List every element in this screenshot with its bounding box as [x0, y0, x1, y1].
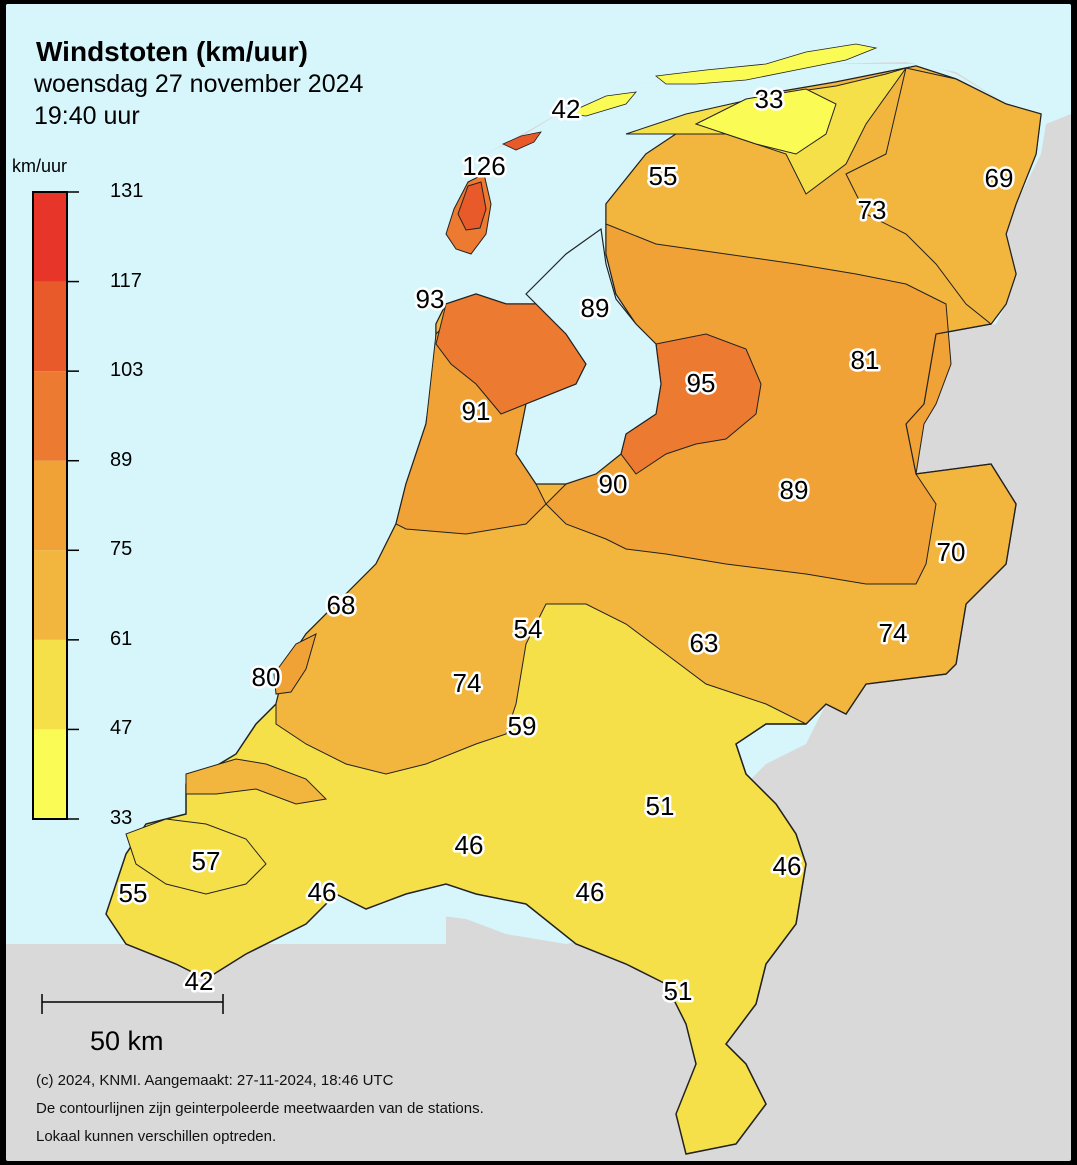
legend-swatch [33, 460, 67, 551]
legend-swatch [33, 639, 67, 730]
scale-bar [41, 994, 224, 1014]
station-value-ell: 51 [664, 976, 693, 1006]
station-value-berkhout: 91 [462, 396, 491, 426]
station-value-hupsel: 74 [879, 618, 908, 648]
station-value-westdorpe: 42 [185, 966, 214, 996]
legend-swatch [33, 281, 67, 372]
legend-frame [32, 191, 68, 820]
legend-tick-label: 131 [110, 180, 144, 202]
ijsselmeer [515, 227, 662, 485]
station-value-vlissingen-zeeland: 57 [192, 846, 221, 876]
station-value-delfzijl: 69 [985, 163, 1014, 193]
zone-103-117-texel [457, 181, 487, 231]
station-values: 42 33 126 55 69 73 93 89 81 95 91 90 89 70 68 54 63 74 80 7… [116, 81, 1016, 1008]
station-value-herwijnen: 59 [508, 711, 537, 741]
station-value-westkapelle: 55 [119, 878, 148, 908]
station-value-schiermonnikoog: 33 [755, 84, 784, 114]
zone-75-89-hoek [273, 633, 317, 695]
legend-swatch [33, 729, 67, 819]
station-value-ijmuiden: 68 [327, 590, 356, 620]
station-value-vlieland-terschelling: 42 [552, 94, 581, 124]
legend-tick-label: 33 [110, 807, 133, 829]
station-value-lelystad: 90 [599, 469, 628, 499]
legend-swatch [33, 550, 67, 640]
legend-colorbar [32, 191, 79, 820]
legend-tick-label: 75 [110, 538, 133, 561]
station-value-volkel: 51 [646, 791, 675, 821]
station-value-stavoren: 89 [581, 293, 610, 323]
station-value-texel: 126 [462, 151, 505, 181]
legend-tick-label: 103 [110, 359, 144, 382]
station-value-deelen: 63 [690, 628, 719, 658]
station-value-eindhoven: 46 [576, 877, 605, 907]
legend-tick-label: 89 [110, 448, 133, 471]
station-value-de-bilt: 54 [514, 614, 543, 644]
legend-tick-label: 117 [110, 269, 142, 292]
station-value-twenthe: 70 [937, 537, 966, 567]
station-value-hoek-van-holland: 80 [252, 662, 281, 692]
station-value-woensdrecht: 46 [308, 877, 337, 907]
station-value-gilze-rijen: 46 [455, 830, 484, 860]
map-frame: 42 33 126 55 69 73 93 89 81 95 91 90 89 70 68 54 63 74 80 7… [6, 4, 1071, 1161]
legend-swatch [33, 192, 67, 282]
station-value-groningen: 73 [858, 195, 887, 225]
legend-unit: km/uur [12, 156, 68, 176]
legend-tick-label: 61 [110, 627, 133, 650]
credit-line-1: (c) 2024, KNMI. Aangemaakt: 27-11-2024, … [36, 1072, 394, 1089]
border-line [685, 323, 1017, 1155]
credit-line-2: De contourlijnen zijn geinterpoleerde me… [36, 1100, 484, 1117]
zeeland-walcheren [125, 818, 267, 895]
station-value-den-helder: 93 [416, 284, 445, 314]
credit-line-3: Lokaal kunnen verschillen optreden. [36, 1128, 277, 1145]
zone-61-75-north-east [845, 67, 1042, 325]
zeeland-islands [185, 758, 328, 805]
station-value-arcen: 46 [773, 851, 802, 881]
legend-tick-label: 47 [110, 717, 133, 740]
station-value-marknesse: 95 [687, 368, 716, 398]
map-time: 19:40 uur [34, 102, 140, 130]
station-value-heino: 89 [780, 475, 809, 505]
map-date: woensdag 27 november 2024 [34, 70, 364, 98]
vlieland-island [502, 131, 542, 151]
zone-33-47-north [694, 88, 837, 155]
station-value-lauwersoog: 55 [649, 161, 678, 191]
legend-swatch [33, 371, 67, 461]
wadden-islands [564, 43, 878, 117]
sea-north-block [446, 4, 1071, 234]
station-value-rotterdam: 74 [453, 668, 482, 698]
station-value-hoogeveen: 81 [851, 345, 880, 375]
scale-label: 50 km [90, 1026, 164, 1056]
map-title: Windstoten (km/uur) [36, 36, 308, 67]
wind-gust-map: 42 33 126 55 69 73 93 89 81 95 91 90 89 70 68 54 63 74 80 7… [6, 4, 1071, 1161]
